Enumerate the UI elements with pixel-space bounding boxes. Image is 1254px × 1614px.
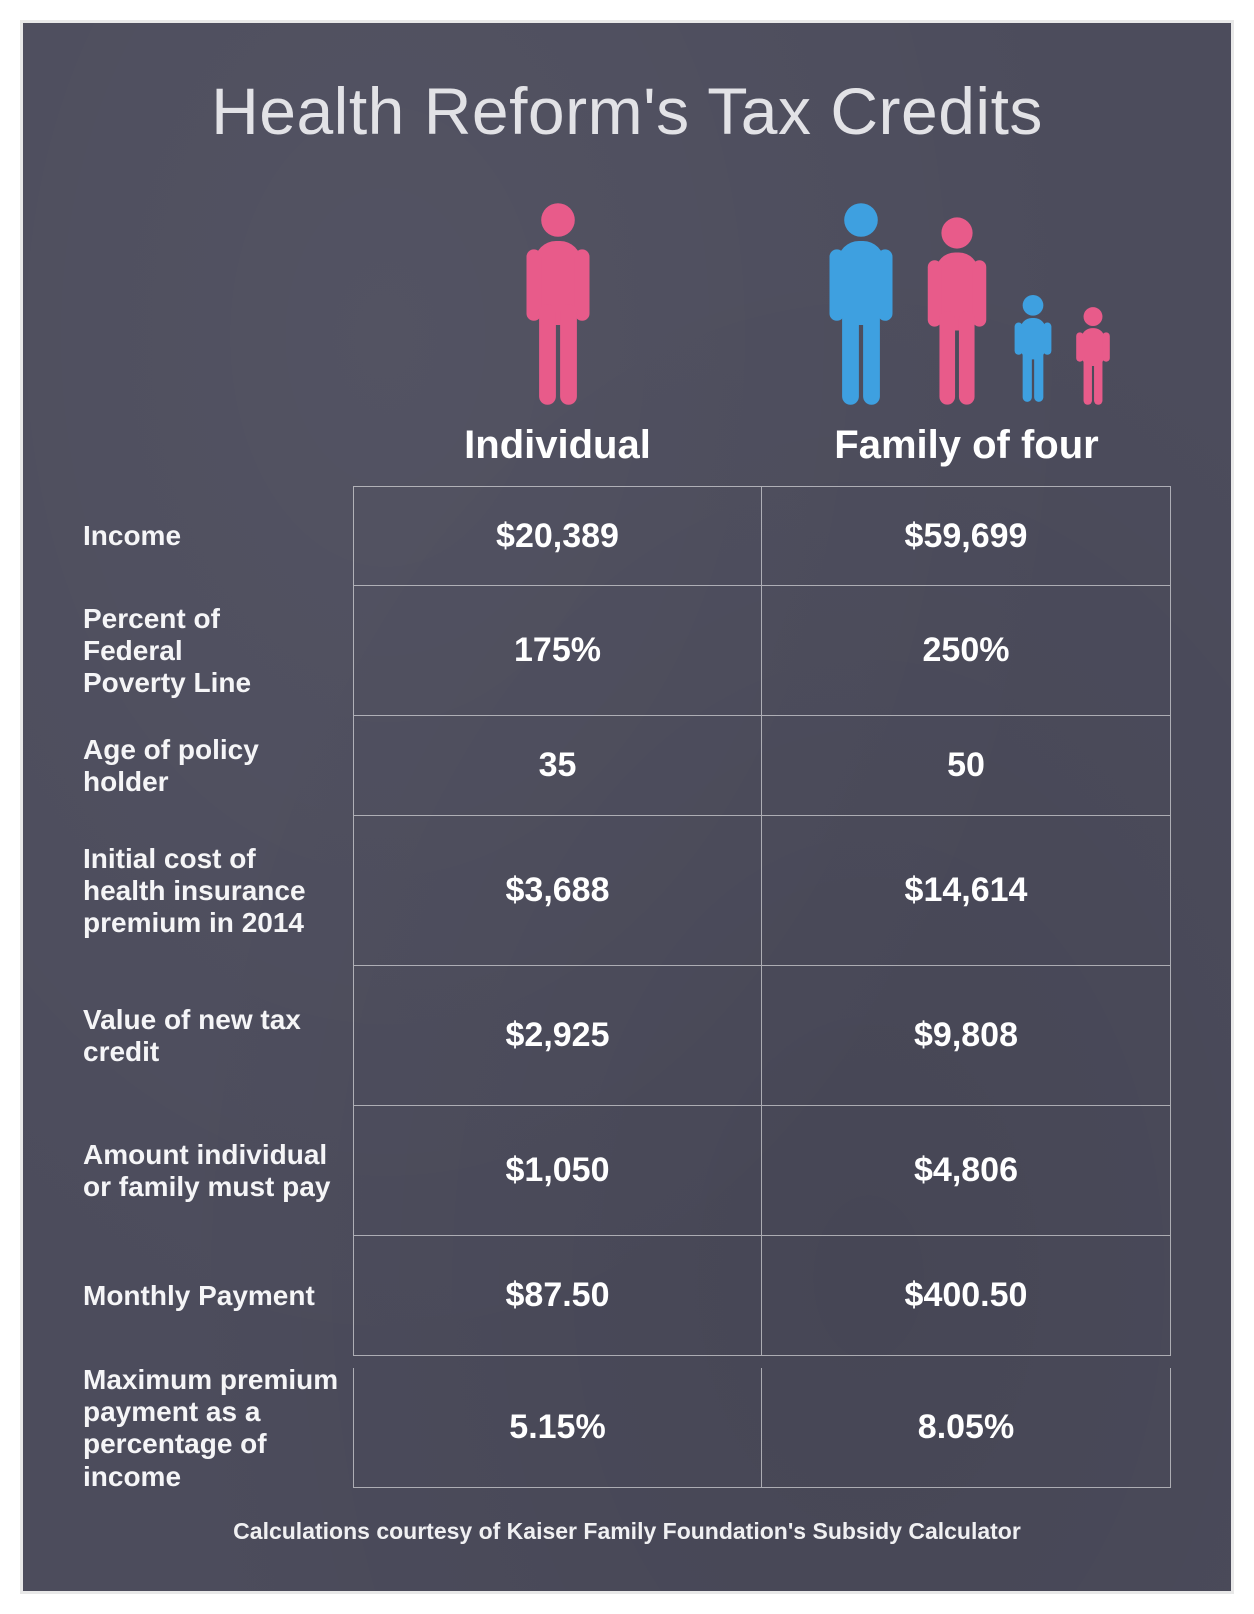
- cell-individual: $87.50: [353, 1236, 762, 1356]
- column-headers: Individual Family of four: [83, 423, 1171, 468]
- row-label: Value of new tax credit: [83, 996, 353, 1076]
- cell-individual: $1,050: [353, 1106, 762, 1236]
- person-icon: [515, 199, 601, 409]
- family-icon-cell: [762, 199, 1171, 409]
- table-row: Age of policy holder3550: [83, 716, 1171, 816]
- cell-individual: $3,688: [353, 816, 762, 966]
- page-outer: Health Reform's Tax Credits: [0, 0, 1254, 1614]
- cell-family: $59,699: [762, 486, 1171, 586]
- person-child-icon: [1070, 304, 1116, 409]
- person-icon: [918, 213, 996, 409]
- row-label: Income: [83, 512, 353, 560]
- row-label: Amount individual or family must pay: [83, 1131, 353, 1211]
- person-icon: [818, 199, 904, 409]
- cell-family: 50: [762, 716, 1171, 816]
- cell-family: $9,808: [762, 966, 1171, 1106]
- row-label: Percent of Federal Poverty Line: [83, 595, 353, 708]
- cell-family: $400.50: [762, 1236, 1171, 1356]
- table-row: Maximum premium payment as a percentage …: [83, 1356, 1171, 1501]
- footer-credit: Calculations courtesy of Kaiser Family F…: [23, 1518, 1231, 1545]
- cell-individual: 5.15%: [353, 1368, 762, 1488]
- table-row: Income$20,389$59,699: [83, 486, 1171, 586]
- row-label: Age of policy holder: [83, 726, 353, 806]
- cell-individual: 175%: [353, 586, 762, 716]
- table-row: Initial cost of health insurance premium…: [83, 816, 1171, 966]
- person-child-icon: [1010, 289, 1056, 409]
- column-header-individual: Individual: [353, 423, 762, 468]
- table-row: Value of new tax credit$2,925$9,808: [83, 966, 1171, 1106]
- row-label: Monthly Payment: [83, 1272, 353, 1320]
- cell-family: 250%: [762, 586, 1171, 716]
- table-row: Amount individual or family must pay$1,0…: [83, 1106, 1171, 1236]
- individual-icon-cell: [353, 199, 762, 409]
- page-title: Health Reform's Tax Credits: [83, 73, 1171, 149]
- table-row: Monthly Payment$87.50$400.50: [83, 1236, 1171, 1356]
- cell-individual: $20,389: [353, 486, 762, 586]
- cell-family: $14,614: [762, 816, 1171, 966]
- table-row: Percent of Federal Poverty Line175%250%: [83, 586, 1171, 716]
- comparison-table: Income$20,389$59,699Percent of Federal P…: [83, 486, 1171, 1501]
- icon-row: [83, 179, 1171, 409]
- cell-individual: 35: [353, 716, 762, 816]
- infographic-panel: Health Reform's Tax Credits: [20, 20, 1234, 1594]
- column-header-family: Family of four: [762, 423, 1171, 468]
- family-group: [818, 199, 1116, 409]
- row-label: Maximum premium payment as a percentage …: [83, 1356, 353, 1501]
- cell-individual: $2,925: [353, 966, 762, 1106]
- row-label: Initial cost of health insurance premium…: [83, 835, 353, 948]
- cell-family: $4,806: [762, 1106, 1171, 1236]
- cell-family: 8.05%: [762, 1368, 1171, 1488]
